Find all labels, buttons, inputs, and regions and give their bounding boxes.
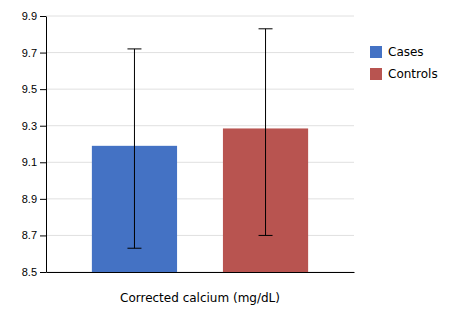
grid-line bbox=[46, 125, 354, 126]
legend-label: Controls bbox=[388, 67, 438, 81]
error-bar-stem bbox=[265, 29, 266, 236]
grid bbox=[46, 16, 354, 272]
error-bar-cap-upper bbox=[127, 48, 141, 49]
error-bar-cap-lower bbox=[259, 235, 273, 236]
y-tick-mark bbox=[40, 272, 46, 273]
x-axis-line bbox=[47, 272, 355, 273]
y-tick-label: 9.7 bbox=[22, 47, 37, 59]
y-tick-label: 8.9 bbox=[22, 193, 37, 205]
y-axis: 8.5 8.7 8.9 9.1 9.3 9.5 9.7 9.9 bbox=[22, 10, 47, 278]
y-tick-mark bbox=[40, 162, 46, 163]
legend-swatch bbox=[370, 46, 382, 58]
error-bar-cap-upper bbox=[259, 28, 273, 29]
y-axis-line bbox=[46, 17, 47, 273]
error-bar bbox=[127, 49, 141, 248]
marks bbox=[92, 29, 308, 272]
legend: Cases Controls bbox=[370, 45, 438, 81]
chart: 8.5 8.7 8.9 9.1 9.3 9.5 9.7 9.9 Corrected calciu… bbox=[0, 0, 474, 316]
y-tick: 8.5 bbox=[22, 266, 46, 278]
x-axis bbox=[47, 272, 355, 273]
y-tick-label: 9.5 bbox=[22, 83, 37, 95]
error-bar-cap-lower bbox=[127, 248, 141, 249]
error-bar bbox=[259, 29, 273, 236]
x-axis-label: Corrected calcium (mg/dL) bbox=[120, 291, 280, 305]
y-tick-label: 9.1 bbox=[22, 156, 37, 168]
y-tick-mark bbox=[40, 89, 46, 90]
y-tick: 9.1 bbox=[22, 156, 46, 168]
legend-swatch bbox=[370, 68, 382, 80]
grid-line bbox=[46, 52, 354, 53]
legend-label: Cases bbox=[388, 45, 424, 59]
error-bar-stem bbox=[134, 49, 135, 248]
legend-item: Controls bbox=[370, 67, 438, 81]
y-tick: 9.5 bbox=[22, 83, 46, 95]
grid-line bbox=[46, 16, 354, 17]
grid-line bbox=[46, 89, 354, 90]
y-tick: 8.9 bbox=[22, 193, 46, 205]
y-tick-label: 9.9 bbox=[22, 10, 37, 22]
y-tick: 9.9 bbox=[22, 10, 46, 22]
y-tick-mark bbox=[40, 199, 46, 200]
plot: 8.5 8.7 8.9 9.1 9.3 9.5 9.7 9.9 Corrected calciu… bbox=[22, 10, 355, 305]
y-tick-label: 9.3 bbox=[22, 120, 37, 132]
y-tick-label: 8.5 bbox=[22, 266, 37, 278]
y-tick-label: 8.7 bbox=[22, 229, 37, 241]
y-tick-mark bbox=[40, 16, 46, 17]
legend-item: Cases bbox=[370, 45, 424, 59]
y-tick: 9.7 bbox=[22, 47, 46, 59]
y-tick-mark bbox=[40, 235, 46, 236]
y-tick: 8.7 bbox=[22, 229, 46, 241]
y-tick: 9.3 bbox=[22, 120, 46, 132]
y-tick-mark bbox=[40, 126, 46, 127]
y-tick-mark bbox=[40, 53, 46, 54]
